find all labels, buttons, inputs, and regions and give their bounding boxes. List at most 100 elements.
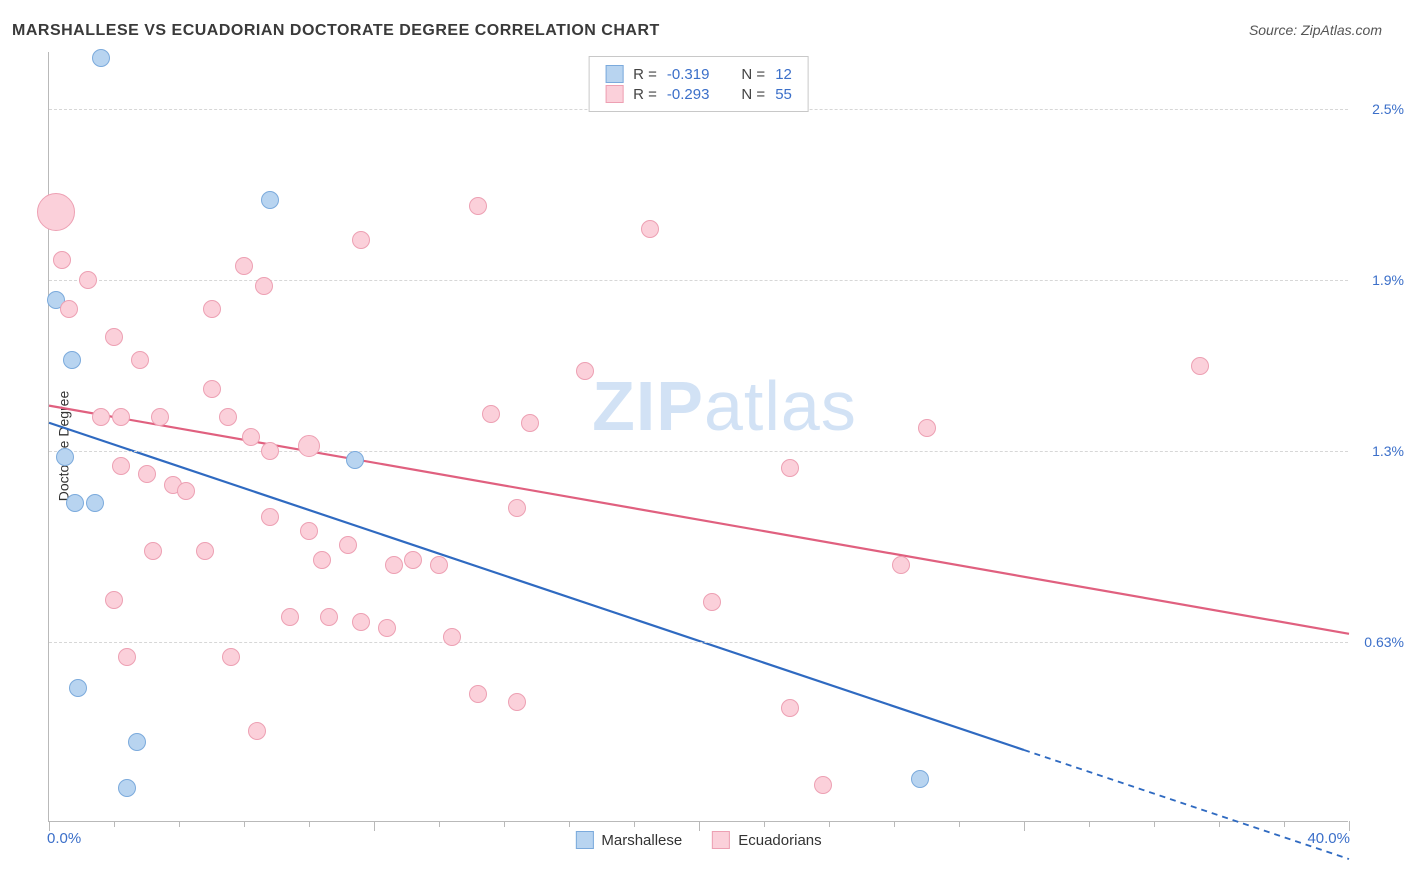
data-point bbox=[641, 220, 659, 238]
data-point bbox=[92, 49, 110, 67]
legend-item-1: Ecuadorians bbox=[712, 831, 821, 849]
gridline-h bbox=[49, 642, 1348, 643]
data-point bbox=[298, 435, 320, 457]
data-point bbox=[222, 648, 240, 666]
legend-series: Marshallese Ecuadorians bbox=[575, 831, 821, 849]
data-point bbox=[151, 408, 169, 426]
n-label: N = bbox=[741, 66, 765, 83]
x-tick bbox=[894, 821, 895, 827]
x-tick bbox=[699, 821, 700, 831]
data-point bbox=[92, 408, 110, 426]
data-point bbox=[118, 779, 136, 797]
series-name-0: Marshallese bbox=[601, 832, 682, 849]
x-tick bbox=[1024, 821, 1025, 831]
swatch-series-1 bbox=[712, 831, 730, 849]
watermark: ZIPatlas bbox=[592, 366, 857, 446]
series-name-1: Ecuadorians bbox=[738, 832, 821, 849]
data-point bbox=[235, 257, 253, 275]
n-label: N = bbox=[741, 86, 765, 103]
data-point bbox=[814, 776, 832, 794]
x-tick bbox=[829, 821, 830, 827]
r-value-0: -0.319 bbox=[667, 66, 710, 83]
x-tick bbox=[179, 821, 180, 827]
trend-line-solid bbox=[49, 406, 1349, 634]
data-point bbox=[242, 428, 260, 446]
x-axis-min: 0.0% bbox=[47, 830, 81, 847]
data-point bbox=[469, 197, 487, 215]
data-point bbox=[378, 619, 396, 637]
data-point bbox=[105, 591, 123, 609]
data-point bbox=[352, 231, 370, 249]
y-tick-label: 2.5% bbox=[1354, 101, 1404, 117]
data-point bbox=[138, 465, 156, 483]
data-point bbox=[131, 351, 149, 369]
swatch-series-0 bbox=[575, 831, 593, 849]
legend-row-series-1: R = -0.293 N = 55 bbox=[605, 85, 792, 103]
data-point bbox=[112, 457, 130, 475]
data-point bbox=[576, 362, 594, 380]
data-point bbox=[1191, 357, 1209, 375]
data-point bbox=[508, 693, 526, 711]
data-point bbox=[482, 405, 500, 423]
x-tick bbox=[309, 821, 310, 827]
gridline-h bbox=[49, 280, 1348, 281]
swatch-series-1 bbox=[605, 85, 623, 103]
y-tick-label: 1.3% bbox=[1354, 443, 1404, 459]
data-point bbox=[281, 608, 299, 626]
x-tick bbox=[1349, 821, 1350, 831]
data-point bbox=[63, 351, 81, 369]
n-value-0: 12 bbox=[775, 66, 792, 83]
data-point bbox=[320, 608, 338, 626]
x-tick bbox=[504, 821, 505, 827]
chart-title: MARSHALLESE VS ECUADORIAN DOCTORATE DEGR… bbox=[12, 22, 660, 40]
x-tick bbox=[569, 821, 570, 827]
data-point bbox=[69, 679, 87, 697]
n-value-1: 55 bbox=[775, 86, 792, 103]
data-point bbox=[177, 482, 195, 500]
r-label: R = bbox=[633, 66, 657, 83]
data-point bbox=[196, 542, 214, 560]
data-point bbox=[261, 191, 279, 209]
data-point bbox=[47, 291, 65, 309]
x-tick bbox=[1284, 821, 1285, 827]
data-point bbox=[37, 193, 75, 231]
data-point bbox=[313, 551, 331, 569]
data-point bbox=[703, 593, 721, 611]
data-point bbox=[352, 613, 370, 631]
data-point bbox=[892, 556, 910, 574]
data-point bbox=[112, 408, 130, 426]
x-tick bbox=[49, 821, 50, 831]
r-value-1: -0.293 bbox=[667, 86, 710, 103]
data-point bbox=[918, 419, 936, 437]
data-point bbox=[261, 508, 279, 526]
legend-correlation: R = -0.319 N = 12 R = -0.293 N = 55 bbox=[588, 56, 809, 112]
x-tick bbox=[1154, 821, 1155, 827]
data-point bbox=[404, 551, 422, 569]
data-point bbox=[203, 380, 221, 398]
x-tick bbox=[634, 821, 635, 827]
data-point bbox=[469, 685, 487, 703]
x-tick bbox=[1089, 821, 1090, 827]
x-tick bbox=[959, 821, 960, 827]
data-point bbox=[105, 328, 123, 346]
x-axis-max: 40.0% bbox=[1307, 830, 1350, 847]
data-point bbox=[430, 556, 448, 574]
x-tick bbox=[439, 821, 440, 827]
legend-row-series-0: R = -0.319 N = 12 bbox=[605, 65, 792, 83]
y-tick-label: 0.63% bbox=[1354, 634, 1404, 650]
gridline-h bbox=[49, 451, 1348, 452]
plot-area: ZIPatlas R = -0.319 N = 12 R = -0.293 N … bbox=[48, 52, 1348, 822]
source-credit: Source: ZipAtlas.com bbox=[1249, 22, 1382, 38]
x-tick bbox=[114, 821, 115, 827]
data-point bbox=[300, 522, 318, 540]
x-tick bbox=[374, 821, 375, 831]
x-tick bbox=[764, 821, 765, 827]
y-tick-label: 1.9% bbox=[1354, 272, 1404, 288]
data-point bbox=[53, 251, 71, 269]
data-point bbox=[60, 300, 78, 318]
data-point bbox=[781, 459, 799, 477]
swatch-series-0 bbox=[605, 65, 623, 83]
legend-item-0: Marshallese bbox=[575, 831, 682, 849]
data-point bbox=[86, 494, 104, 512]
data-point bbox=[144, 542, 162, 560]
